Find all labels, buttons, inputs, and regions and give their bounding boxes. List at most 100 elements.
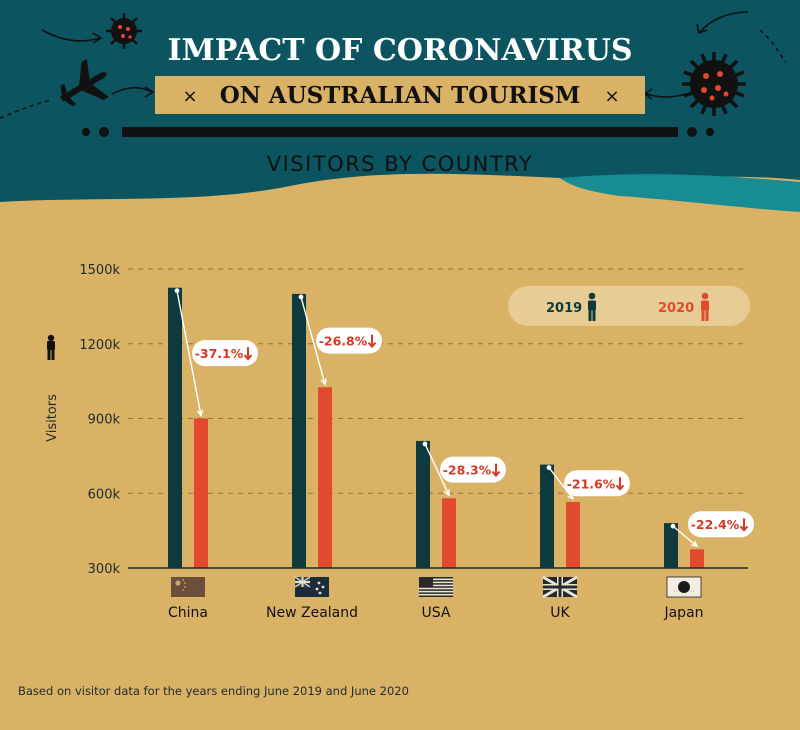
change-pill-uk: [564, 470, 630, 497]
y-tick-label: 1200k: [79, 338, 120, 353]
change-label-uk: -21.6%: [567, 476, 616, 491]
change-label-china: -37.1%: [195, 346, 244, 361]
bar-2019-uk: [540, 464, 554, 568]
legend: 2019 2020: [508, 286, 750, 326]
subtitle: VISITORS BY COUNTRY: [267, 152, 533, 176]
bar-2020-uk: [566, 501, 580, 568]
flag-usa-stripe: [419, 592, 453, 594]
flag-usa-stripe: [419, 589, 453, 591]
y-axis: 300k 600k 900k 1200k 1500k: [79, 263, 120, 577]
y-axis-title: Visitors: [45, 394, 60, 442]
legend-box: [508, 286, 750, 326]
y-tick-label: 900k: [88, 413, 121, 428]
x-tick-label-china: China: [168, 605, 208, 621]
change-arrow-start: [422, 441, 428, 447]
flag-uk-icon: [542, 575, 578, 599]
airplane-icon: [59, 58, 109, 107]
virus-icon: [106, 13, 142, 49]
y-tick-label: 1500k: [79, 263, 120, 278]
legend-label-2020: 2020: [658, 301, 694, 316]
arrow-right-icon: [645, 93, 687, 98]
person-icon-2019: [588, 292, 596, 321]
bar-2019-new-zealand: [292, 293, 306, 568]
change-arrow-start: [298, 294, 304, 300]
x-tick-label-japan: Japan: [663, 605, 703, 621]
change-arrow-uk: [548, 467, 574, 500]
arrow-top-right-icon: [699, 11, 749, 33]
flag-usa-stripe: [419, 580, 453, 582]
change-arrow-start: [174, 288, 180, 294]
title-banner: [155, 76, 645, 114]
down-arrow-icon: [367, 334, 377, 349]
x-tick-label-new-zealand: New Zealand: [266, 605, 358, 621]
legend-label-2019: 2019: [546, 301, 582, 316]
down-arrow-icon: [491, 463, 501, 478]
person-body: [47, 341, 55, 350]
chart-bars: [168, 287, 704, 568]
flag-usa-stripe: [419, 577, 453, 579]
flag-uk-cross-inner: [543, 585, 577, 589]
flag-china-icon: [171, 577, 205, 597]
title-divider: [82, 127, 714, 137]
title-ornament-right: ×: [604, 86, 619, 107]
flag-new-zealand-icon: [294, 576, 329, 597]
person-icon-yaxis: [47, 334, 55, 360]
change-arrow-china: [176, 290, 202, 416]
person-leg: [51, 349, 55, 360]
change-arrow-start: [670, 523, 676, 529]
flag-china-star: [175, 580, 181, 586]
change-labels: -37.1% -26.8% -28.3% -21.6% -22.4%: [174, 288, 754, 548]
change-arrow-head: [196, 409, 204, 418]
flag-nz-star: [317, 581, 321, 585]
x-tick-label-usa: USA: [422, 605, 451, 621]
bar-2019-china: [168, 287, 182, 568]
change-pill-new-zealand: [316, 327, 382, 354]
bar-2019-japan: [664, 523, 678, 568]
flag-usa-stripe: [419, 586, 453, 588]
change-label-usa: -28.3%: [443, 463, 492, 478]
flag-usa-stripe: [419, 595, 453, 597]
change-arrow-japan: [672, 525, 698, 547]
bar-2019-usa: [416, 440, 430, 568]
teal-header-wave: [560, 174, 800, 212]
bar-2020-japan: [690, 549, 704, 568]
x-tick-label-uk: UK: [550, 605, 570, 621]
dashed-flight-trail: [0, 99, 53, 119]
footnote: Based on visitor data for the years endi…: [18, 684, 409, 698]
flag-japan-disc: [678, 581, 690, 593]
change-arrow-start: [546, 465, 552, 470]
change-pill-china: [192, 340, 258, 367]
arrow-top-right-head: [696, 23, 708, 35]
flag-nz-star: [315, 587, 319, 591]
title-line-1: IMPACT OF CORONAVIRUS: [167, 33, 632, 68]
change-arrow-usa: [424, 443, 450, 496]
down-arrow-icon: [243, 347, 253, 361]
flag-nz-cross: [295, 581, 310, 583]
flag-usa-icon: [419, 577, 453, 597]
y-tick-label: 600k: [88, 487, 121, 502]
flag-nz-star: [321, 585, 325, 589]
person-icon-2020: [701, 292, 709, 321]
flag-usa-stripe: [419, 583, 453, 585]
dashed-trail-right: [759, 29, 787, 63]
arrow-plane-icon: [111, 86, 153, 95]
change-arrow-head: [320, 378, 327, 386]
person-leg: [47, 349, 51, 360]
flag-china-star-small: [184, 586, 186, 588]
flag-china-bg: [171, 577, 205, 597]
x-axis: China New Zealand USA UK Japan: [128, 567, 748, 621]
flag-china-star-small: [184, 582, 186, 584]
change-pill-usa: [440, 456, 506, 483]
virus-large-icon: [682, 52, 746, 116]
down-arrow-icon: [739, 518, 749, 532]
person-head: [47, 334, 55, 342]
bar-2020-usa: [442, 498, 456, 568]
arrow-plane-head: [144, 86, 155, 98]
title-line-2: ON AUSTRALIAN TOURISM: [220, 82, 581, 109]
change-arrow-new-zealand: [300, 296, 326, 385]
arrow-top-left-icon: [41, 29, 101, 42]
flag-china-star-small: [182, 589, 184, 591]
y-tick-label: 300k: [88, 562, 121, 577]
bar-2020-china: [194, 418, 208, 568]
